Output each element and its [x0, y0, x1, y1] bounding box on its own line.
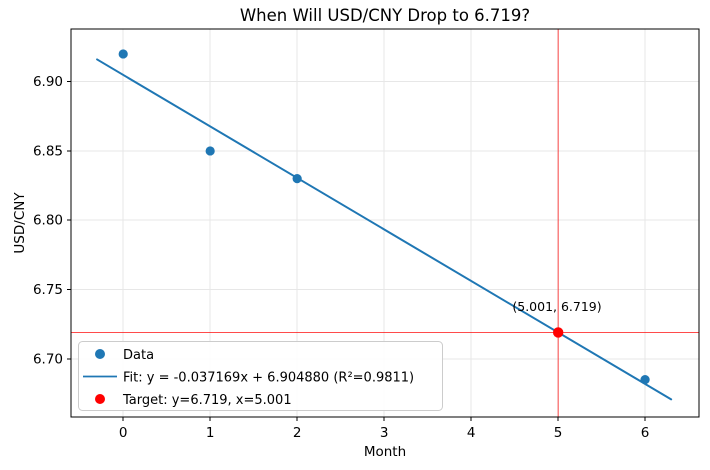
fit-line	[96, 58, 673, 401]
x-tick-label: 1	[206, 425, 215, 441]
chart-title: When Will USD/CNY Drop to 6.719?	[240, 6, 530, 25]
data-point	[118, 49, 128, 59]
legend-marker-target	[95, 394, 105, 404]
x-tick-label: 4	[467, 425, 476, 441]
x-tick-label: 5	[554, 425, 563, 441]
legend-label-target: Target: y=6.719, x=5.001	[122, 393, 292, 408]
plot-area: 0 1 2 3 4 5 6 6.70 6.75 6.80 6.85 6.90	[33, 28, 700, 441]
x-tick-label: 6	[641, 425, 650, 441]
axes-frame	[70, 28, 700, 418]
legend-label-fit: Fit: y = -0.037169x + 6.904880 (R²=0.981…	[123, 371, 414, 386]
y-axis-label: USD/CNY	[12, 192, 28, 254]
y-tick-label: 6.90	[33, 74, 63, 90]
x-tick-label: 3	[380, 425, 389, 441]
x-tick-label: 0	[119, 425, 128, 441]
legend-frame	[78, 341, 443, 411]
x-axis-label: Month	[364, 444, 406, 460]
legend: Data Fit: y = -0.037169x + 6.904880 (R²=…	[78, 341, 443, 411]
target-point	[552, 327, 564, 338]
x-tick-label: 2	[293, 425, 302, 441]
y-tick-label: 6.70	[33, 351, 63, 367]
data-point	[205, 146, 215, 156]
y-tick-label: 6.85	[33, 143, 63, 159]
legend-marker-data	[95, 349, 105, 359]
y-tick-label: 6.80	[33, 213, 63, 229]
y-tick-label: 6.75	[33, 282, 63, 298]
legend-label-data: Data	[123, 348, 154, 363]
target-annotation: (5.001, 6.719)	[512, 299, 601, 314]
